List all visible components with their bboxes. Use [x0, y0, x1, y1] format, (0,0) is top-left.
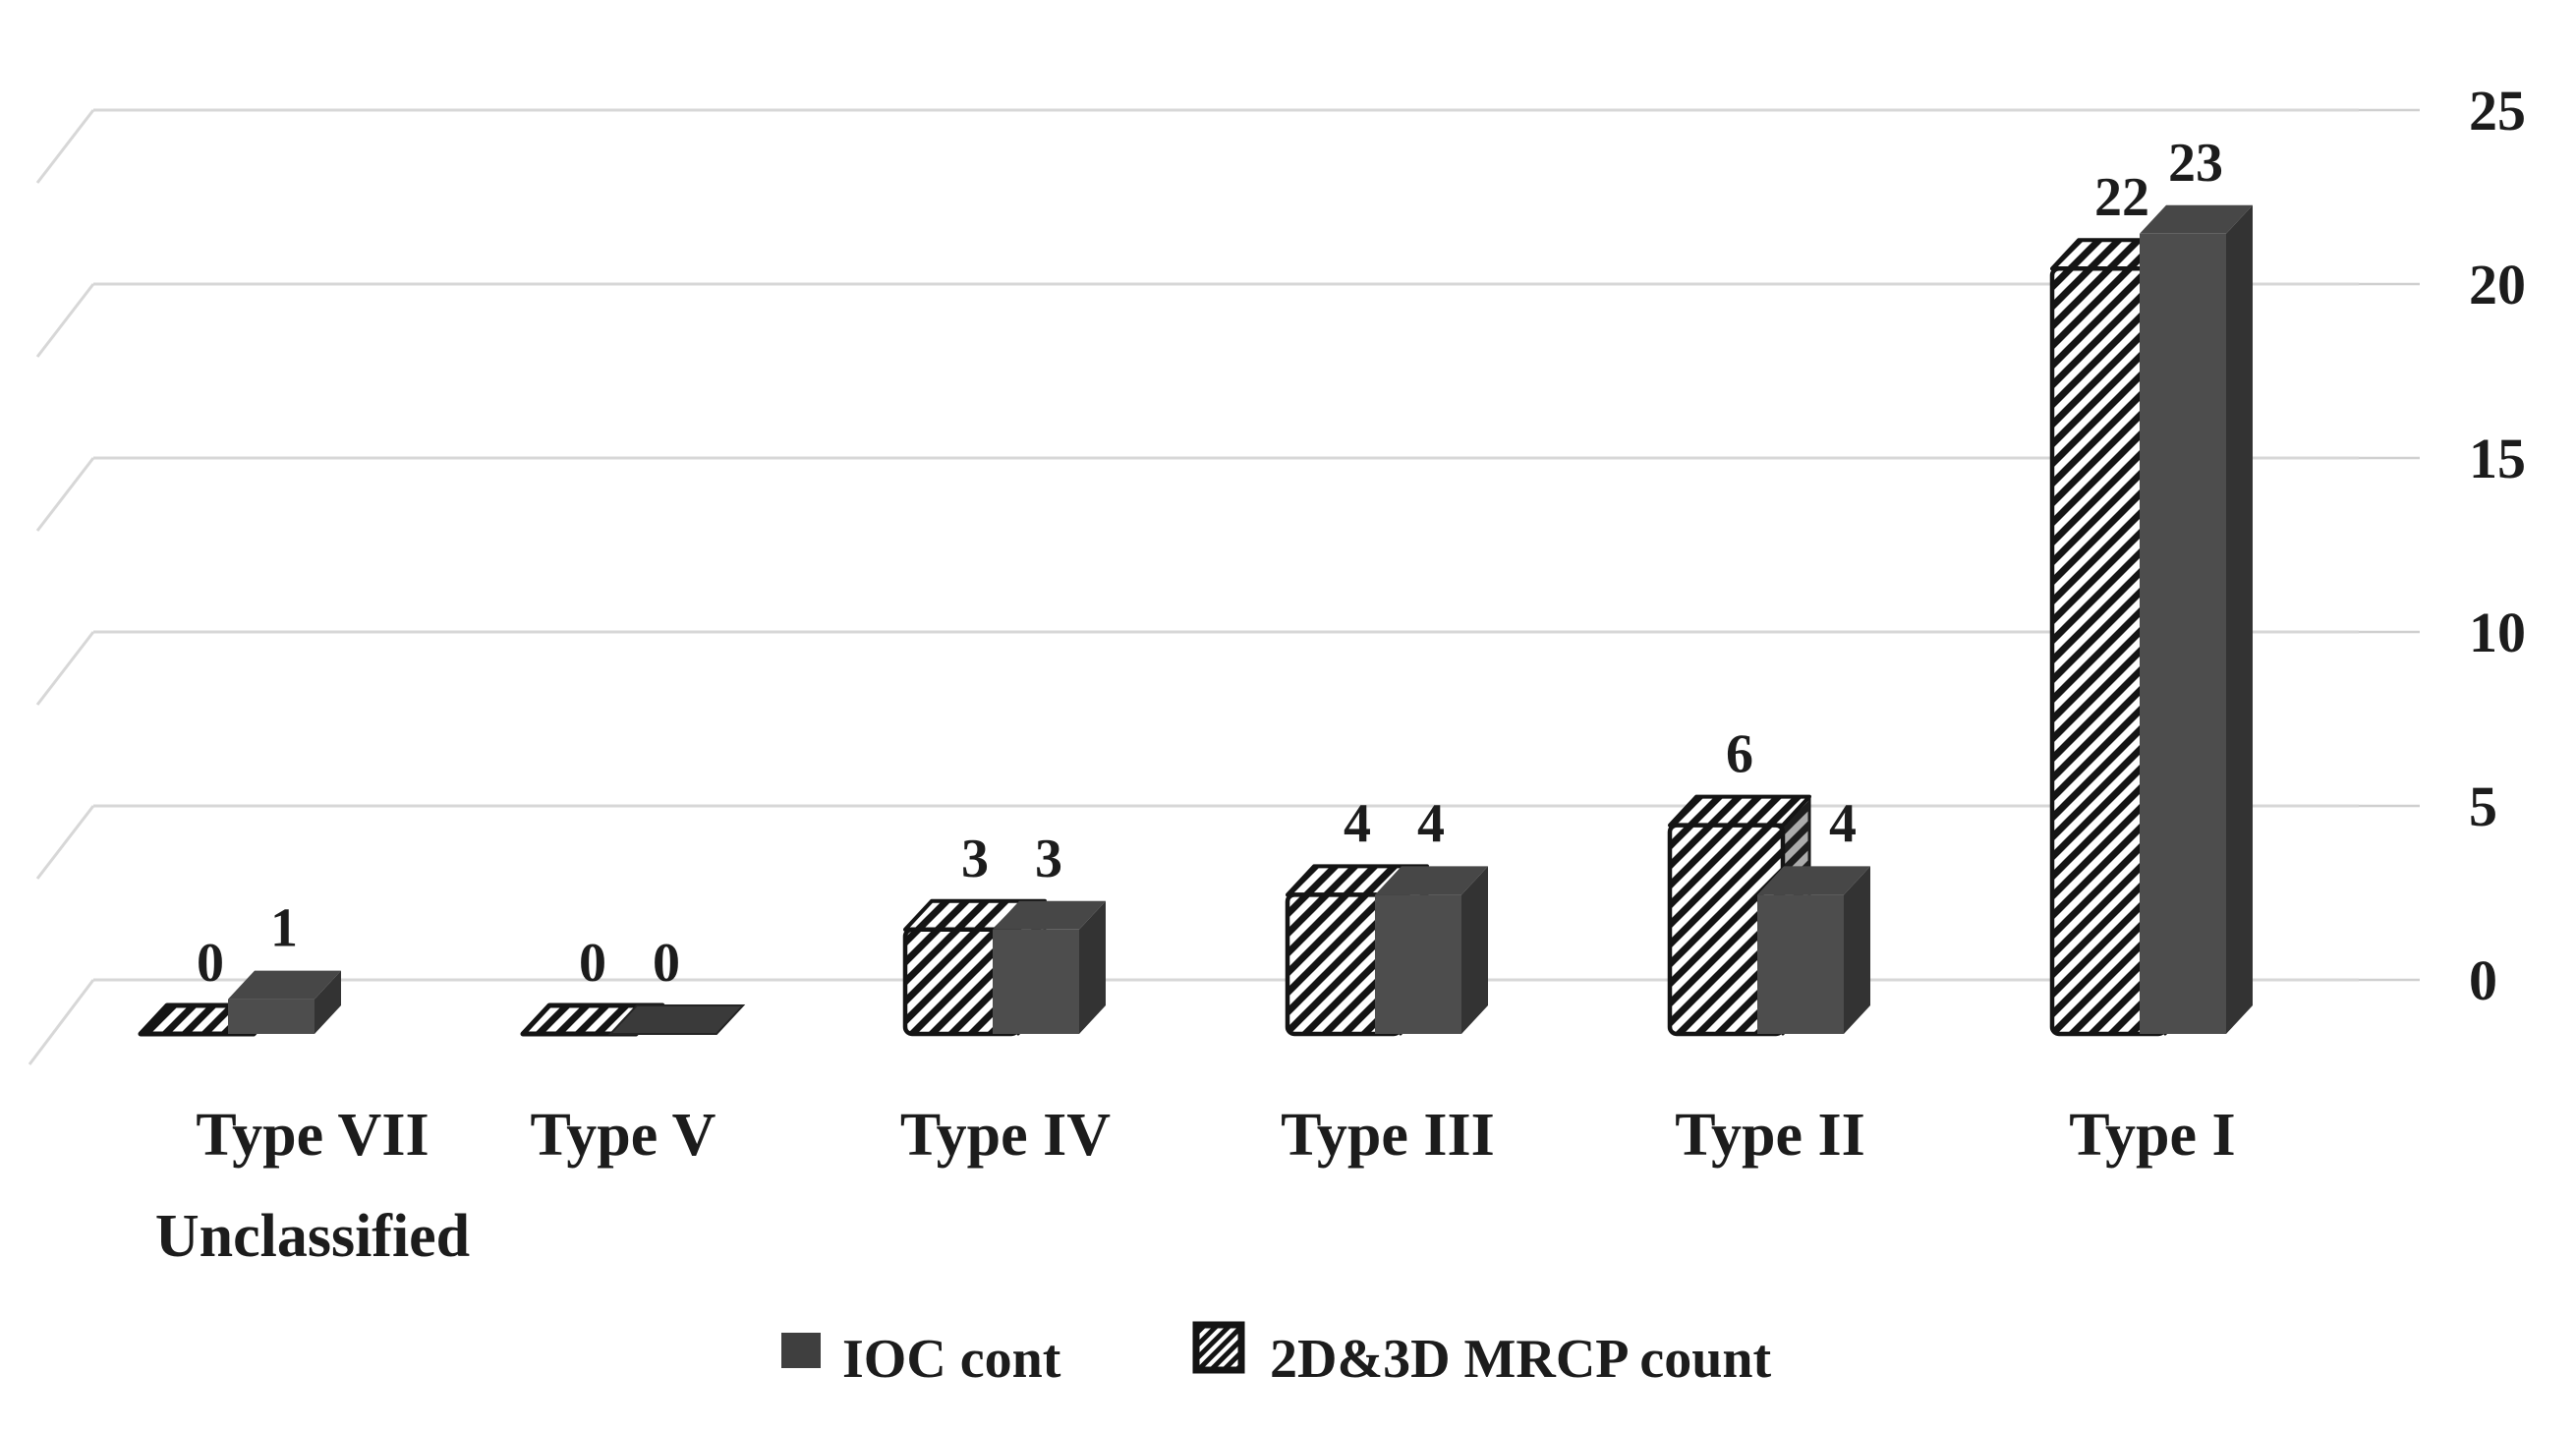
- value-label-hatched: 3: [961, 829, 989, 889]
- legend: IOC cont 2D&3D MRCP count: [781, 1321, 1772, 1390]
- category-label-line: Type II: [1675, 1102, 1865, 1169]
- bar-top-hatched: [1668, 794, 1811, 828]
- gridline-depth-edge: [35, 631, 95, 706]
- value-label-solid: 0: [653, 933, 680, 994]
- category-label-line: Type I: [2069, 1102, 2235, 1169]
- y-axis-tick-label: 5: [2469, 774, 2497, 838]
- bar-front-solid: [2140, 233, 2226, 1035]
- category-label-line: Unclassified: [155, 1203, 470, 1270]
- bar-front-solid: [993, 929, 1079, 1034]
- bar-top-solid: [2140, 204, 2253, 234]
- value-label-hatched: 6: [1726, 724, 1753, 785]
- category-label-line: Type VII: [196, 1102, 429, 1169]
- category-label: Type IV: [900, 1102, 1111, 1169]
- value-label-hatched: 4: [1344, 793, 1371, 854]
- category-label-line: Type V: [531, 1102, 716, 1169]
- gridline-depth-edge: [35, 283, 95, 358]
- bar-side-solid: [1844, 866, 1870, 1034]
- category-label: Type III: [1281, 1102, 1495, 1169]
- value-label-solid: 23: [2168, 133, 2223, 194]
- gridline-depth-edge: [35, 457, 95, 532]
- gridline-depth-edge: [35, 109, 95, 184]
- y-axis-tick-label: 20: [2469, 253, 2526, 316]
- bar-top-solid: [1757, 866, 1870, 895]
- value-label-solid: 4: [1417, 793, 1445, 854]
- y-axis-tick-label: 25: [2469, 79, 2526, 143]
- category-label-line: Type III: [1281, 1102, 1495, 1169]
- legend-label-ioc: IOC cont: [842, 1329, 1061, 1390]
- bar-top-solid: [1375, 866, 1488, 895]
- legend-marker-solid: [781, 1333, 821, 1368]
- y-axis-tick-label: 15: [2469, 427, 2526, 490]
- gridline-depth-edge: [28, 979, 95, 1065]
- category-slot: 01: [138, 898, 341, 1037]
- category-slot: 22 23: [2049, 133, 2253, 1037]
- category-label: Type V: [531, 1102, 716, 1169]
- bar-side-solid: [315, 970, 341, 1034]
- gridline-depth-edge: [35, 805, 95, 880]
- value-label-solid: 1: [270, 898, 298, 959]
- category-label-line: Type IV: [900, 1102, 1111, 1169]
- bar-top-solid: [993, 900, 1106, 930]
- category-label: Type I: [2069, 1102, 2235, 1169]
- category-axis-group: Type VII Unclassified Type V Type IV Type II…: [155, 1102, 2236, 1270]
- category-slot: 64: [1667, 724, 1870, 1037]
- value-label-hatched: 0: [197, 933, 224, 994]
- y-axis-tick-label: 0: [2469, 948, 2497, 1012]
- value-label-hatched: 0: [579, 933, 606, 994]
- bar-front-solid: [1375, 894, 1461, 1034]
- bar-side-solid: [1079, 900, 1106, 1034]
- legend-label-mrcp: 2D&3D MRCP count: [1270, 1329, 1772, 1390]
- bar-side-solid: [1461, 866, 1488, 1034]
- value-label-solid: 4: [1829, 793, 1857, 854]
- value-label-solid: 3: [1035, 829, 1062, 889]
- bar-front-solid: [1757, 894, 1844, 1034]
- category-label: Type II: [1675, 1102, 1865, 1169]
- bar-side-solid: [2226, 204, 2253, 1035]
- bar-flat-solid: [607, 1004, 746, 1035]
- legend-marker-hatched: [1192, 1321, 1245, 1374]
- value-label-hatched: 22: [2094, 167, 2149, 228]
- category-label: Type VII Unclassified: [155, 1102, 470, 1270]
- bar-top-solid: [228, 970, 341, 1000]
- y-axis-tick-label: 10: [2469, 601, 2526, 664]
- bar-front-solid: [228, 999, 315, 1034]
